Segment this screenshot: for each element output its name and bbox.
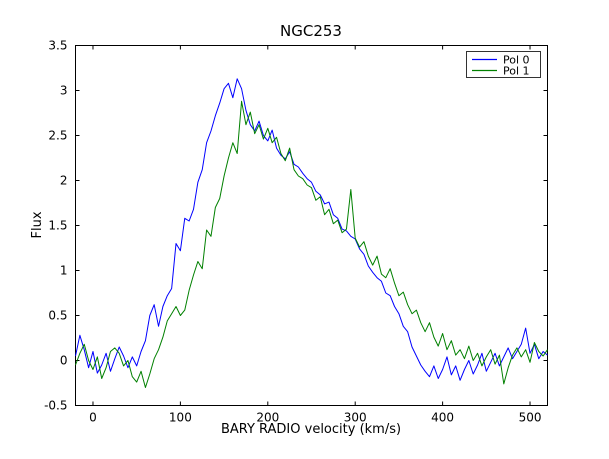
series-line-pol-0	[75, 78, 548, 381]
y-tick-label: 2	[60, 174, 68, 188]
y-tick-label: 0	[60, 354, 68, 368]
legend-label-pol1: Pol 1	[503, 65, 530, 78]
y-tick-label: -0.5	[44, 399, 67, 413]
y-tick-label: 1.5	[48, 219, 67, 233]
legend: Pol 0 Pol 1	[466, 51, 541, 78]
y-tick-label: 3	[60, 84, 68, 98]
series-line-pol-1	[75, 100, 548, 388]
legend-label-pol0: Pol 0	[503, 54, 530, 67]
y-tick-label: 3.5	[48, 39, 67, 53]
x-axis-label: BARY RADIO velocity (km/s)	[221, 422, 401, 437]
x-tick-label: 400	[431, 411, 454, 425]
y-tick-label: 2.5	[48, 129, 67, 143]
plot-area: 0 100 200 300 400 500 -0.5 0 0.5 1 1.5 2 2.5 3 3.5	[44, 39, 548, 425]
axes-frame	[75, 45, 548, 406]
y-tick-label: 0.5	[48, 309, 67, 323]
x-tick-label: 300	[344, 411, 367, 425]
x-tick-label: 0	[89, 411, 97, 425]
y-axis-label: Flux	[30, 211, 45, 238]
x-tick-label: 200	[256, 411, 279, 425]
chart-title: NGC253	[280, 22, 342, 40]
x-tick-label: 100	[169, 411, 192, 425]
x-tick-label: 500	[519, 411, 542, 425]
y-tick-label: 1	[60, 264, 68, 278]
legend-box	[466, 51, 541, 78]
